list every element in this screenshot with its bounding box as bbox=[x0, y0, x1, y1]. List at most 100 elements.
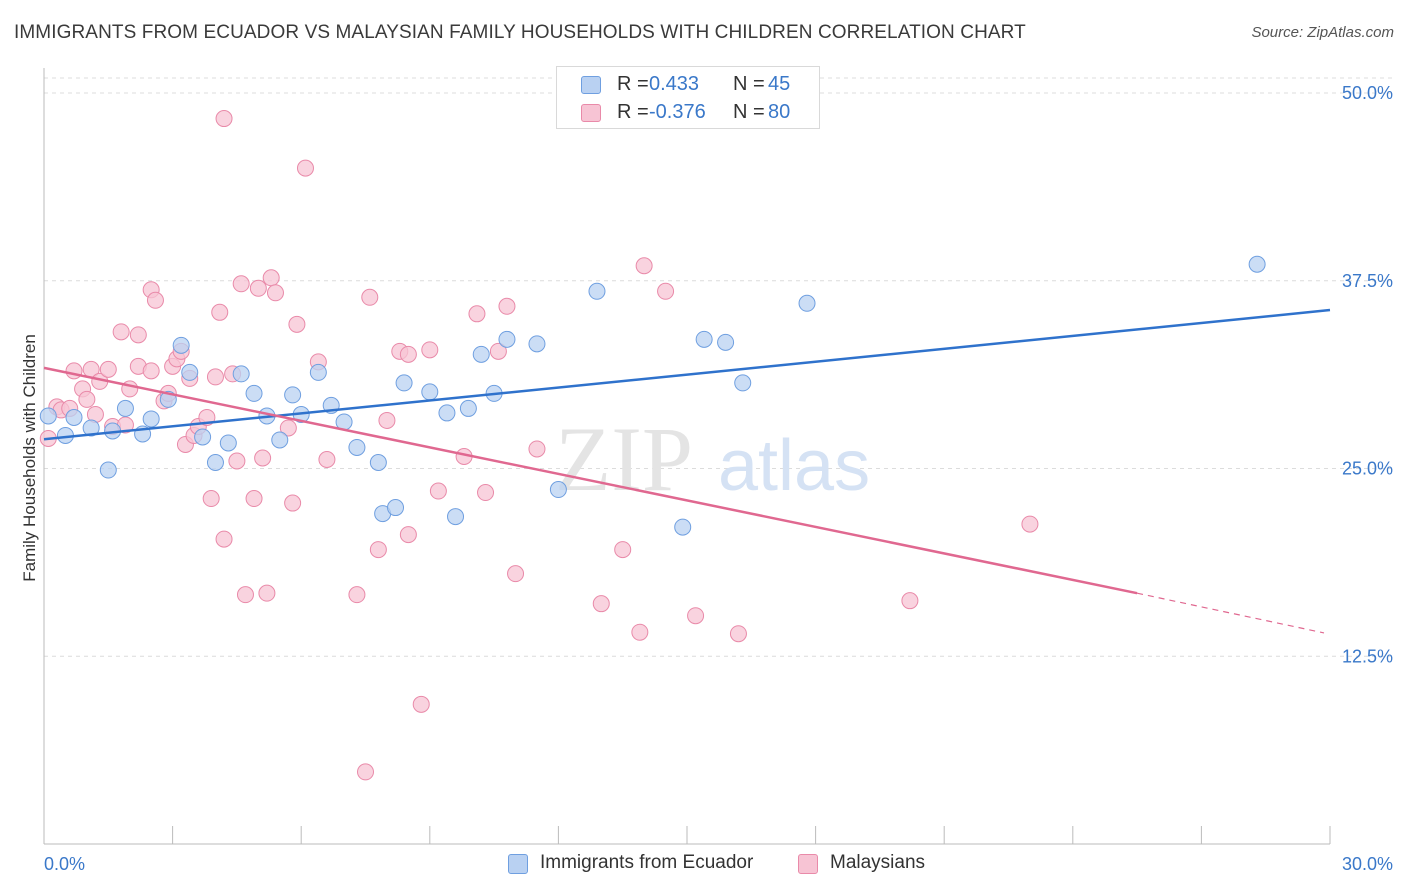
malaysians-point bbox=[528, 440, 546, 458]
ecuador-point bbox=[181, 363, 199, 381]
ecuador-trendline bbox=[43, 308, 1331, 441]
ecuador-point bbox=[219, 434, 237, 452]
legend-label: Malaysians bbox=[830, 852, 926, 873]
source-credit: Source: ZipAtlas.com bbox=[1251, 24, 1394, 41]
malaysians-point bbox=[296, 159, 314, 177]
malaysians-point bbox=[361, 288, 379, 306]
malaysians-point bbox=[211, 303, 229, 321]
malaysians-point bbox=[236, 586, 254, 604]
r-label: R = bbox=[617, 73, 649, 95]
blue-swatch bbox=[508, 854, 528, 874]
ecuador-point bbox=[498, 330, 516, 348]
x-tick-label: 0.0% bbox=[44, 854, 85, 874]
series-legend: Immigrants from Ecuador Malaysians bbox=[0, 852, 1406, 878]
ecuador-point bbox=[116, 399, 134, 417]
malaysians-point bbox=[687, 607, 705, 625]
ecuador-point bbox=[142, 410, 160, 428]
malaysians-point bbox=[429, 482, 447, 500]
malaysians-point bbox=[399, 345, 417, 363]
ecuador-point bbox=[172, 336, 190, 354]
legend-label: Immigrants from Ecuador bbox=[540, 852, 754, 873]
ecuador-point bbox=[695, 330, 713, 348]
ecuador-point bbox=[588, 282, 606, 300]
malaysians-point bbox=[112, 323, 130, 341]
malaysians-point bbox=[78, 390, 96, 408]
r-label: R = bbox=[617, 101, 649, 123]
malaysians-point bbox=[631, 623, 649, 641]
ecuador-point bbox=[232, 365, 250, 383]
ecuador-point bbox=[82, 419, 100, 437]
malaysians-point bbox=[498, 297, 516, 315]
malaysians-point bbox=[635, 257, 653, 275]
ecuador-point bbox=[206, 454, 224, 472]
malaysians-point bbox=[399, 526, 417, 544]
r-value: -0.376 bbox=[649, 101, 706, 123]
malaysians-trendline-extension bbox=[1136, 592, 1325, 634]
malaysians-point bbox=[614, 541, 632, 559]
ecuador-point bbox=[734, 374, 752, 392]
malaysians-point bbox=[288, 315, 306, 333]
malaysians-point bbox=[142, 362, 160, 380]
pink-swatch bbox=[581, 104, 601, 122]
malaysians-point bbox=[477, 484, 495, 502]
y-tick-label: 25.0% bbox=[1342, 459, 1393, 479]
ecuador-point bbox=[99, 461, 117, 479]
malaysians-point bbox=[378, 411, 396, 429]
ecuador-point bbox=[438, 404, 456, 422]
malaysians-point bbox=[249, 279, 267, 297]
malaysians-point bbox=[421, 341, 439, 359]
malaysians-point bbox=[468, 305, 486, 323]
malaysians-point bbox=[146, 291, 164, 309]
n-value: 80 bbox=[768, 101, 791, 123]
y-tick-label: 50.0% bbox=[1342, 83, 1393, 103]
malaysians-point bbox=[215, 110, 233, 128]
malaysians-point bbox=[99, 360, 117, 378]
malaysians-point bbox=[215, 530, 233, 548]
y-tick-label: 37.5% bbox=[1342, 271, 1393, 291]
ecuador-point bbox=[674, 518, 692, 536]
ecuador-point bbox=[309, 363, 327, 381]
watermark-zip: ZIP bbox=[555, 408, 693, 510]
ecuador-point bbox=[447, 508, 465, 526]
n-label: N = bbox=[733, 73, 765, 95]
malaysians-point bbox=[262, 269, 280, 287]
ecuador-point bbox=[421, 383, 439, 401]
ecuador-point bbox=[284, 386, 302, 404]
malaysians-point bbox=[279, 419, 297, 437]
ecuador-point bbox=[549, 481, 567, 499]
chart-title: IMMIGRANTS FROM ECUADOR VS MALAYSIAN FAM… bbox=[14, 22, 1026, 43]
blue-swatch bbox=[581, 76, 601, 94]
ecuador-point bbox=[717, 333, 735, 351]
malaysians-point bbox=[206, 368, 224, 386]
y-axis-label: Family Households with Children bbox=[20, 334, 39, 582]
correlation-legend: R = 0.433 N = 45 R = -0.376 N = 80 bbox=[556, 66, 820, 129]
y-tick-label: 12.5% bbox=[1342, 646, 1393, 666]
malaysians-point bbox=[202, 490, 220, 508]
malaysians-point bbox=[318, 450, 336, 468]
malaysians-point bbox=[254, 449, 272, 467]
malaysians-point bbox=[266, 284, 284, 302]
ecuador-point bbox=[395, 374, 413, 392]
ecuador-point bbox=[472, 345, 490, 363]
malaysians-point bbox=[507, 565, 525, 583]
r-value: 0.433 bbox=[649, 73, 700, 95]
ecuador-point bbox=[245, 384, 263, 402]
malaysians-point bbox=[129, 326, 147, 344]
malaysians-point bbox=[369, 541, 387, 559]
ecuador-point bbox=[39, 407, 57, 425]
malaysians-point bbox=[901, 592, 919, 610]
ecuador-point bbox=[369, 454, 387, 472]
pink-swatch bbox=[798, 854, 818, 874]
ecuador-point bbox=[271, 431, 289, 449]
ecuador-point bbox=[348, 438, 366, 456]
n-value: 45 bbox=[768, 73, 791, 95]
malaysians-point bbox=[489, 342, 507, 360]
ecuador-point bbox=[798, 294, 816, 312]
ecuador-point bbox=[528, 335, 546, 353]
malaysians-point bbox=[284, 494, 302, 512]
ecuador-point bbox=[459, 399, 477, 417]
malaysians-point bbox=[245, 490, 263, 508]
ecuador-point bbox=[1248, 255, 1266, 273]
malaysians-point bbox=[357, 763, 374, 781]
malaysians-point bbox=[592, 595, 610, 613]
